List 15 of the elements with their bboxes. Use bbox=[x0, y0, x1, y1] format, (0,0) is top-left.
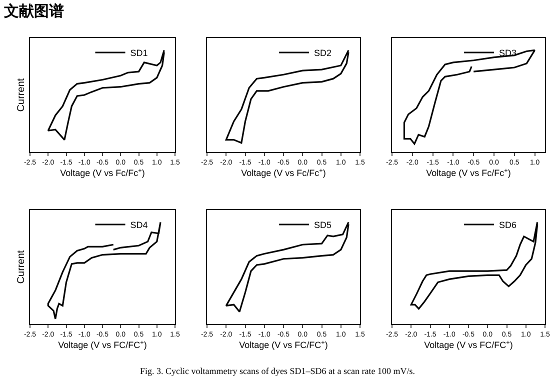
legend-label: SD2 bbox=[314, 48, 332, 58]
legend-label: SD4 bbox=[130, 220, 148, 230]
legend-label: SD6 bbox=[499, 220, 517, 230]
y-axis-title: Current bbox=[16, 250, 27, 284]
legend-label: SD5 bbox=[314, 220, 332, 230]
x-axis-title: Voltage (V vs FC/FC$^{+}$) bbox=[424, 339, 513, 350]
x-axis-title: Voltage (V vs FC/FC$^{+}$) bbox=[58, 339, 147, 350]
x-axis-title: Voltage (V vs FC/FC$^{+}$) bbox=[239, 339, 328, 350]
x-axis-title: Voltage (V vs Fc/Fc$^{+}$) bbox=[426, 167, 511, 178]
x-axis-title: Voltage (V vs Fc/Fc$^{+}$) bbox=[60, 167, 145, 178]
y-axis-title: Current bbox=[16, 78, 27, 112]
x-axis-title: Voltage (V vs Fc/Fc$^{+}$) bbox=[241, 167, 326, 178]
caption: Fig. 3. Cyclic voltammetry scans of dyes SD1–SD6 at a scan rate 100 mV/s. bbox=[139, 366, 416, 376]
legend-label: SD1 bbox=[130, 48, 148, 58]
text: 文献图谱 bbox=[4, 2, 64, 21]
